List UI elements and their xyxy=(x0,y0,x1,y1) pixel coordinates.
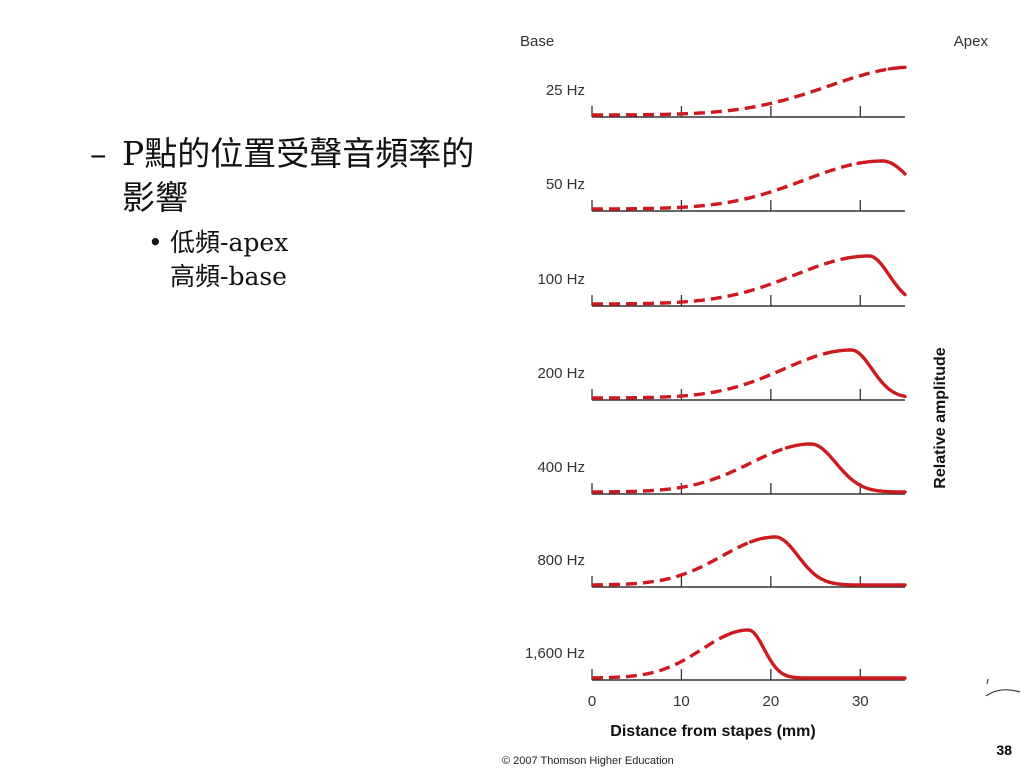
curve-solid-200-hz xyxy=(825,348,907,399)
heading-text: P點的位置受聲音頻率的影響 xyxy=(122,134,475,217)
curve-dashed-50-hz xyxy=(592,161,861,211)
panel-100-hz: 100 Hz xyxy=(537,254,907,307)
y-axis-label: Relative amplitude xyxy=(932,347,949,488)
x-tick-labels: 0 10 20 30 xyxy=(588,693,869,710)
freq-label-100-hz: 100 Hz xyxy=(537,271,585,288)
dash-marker: – xyxy=(90,134,107,173)
panel-25-hz: 25 Hz xyxy=(546,65,907,118)
curve-solid-1-600-hz xyxy=(722,628,907,680)
curve-dashed-800-hz xyxy=(592,539,754,587)
bullet-marker: • xyxy=(148,228,163,257)
x-tick-label-20: 20 xyxy=(763,693,780,710)
freq-label-1-600-hz: 1,600 Hz xyxy=(525,645,585,662)
x-axis-label: Distance from stapes (mm) xyxy=(610,723,815,740)
curve-dashed-100-hz xyxy=(591,256,848,306)
curve-dashed-200-hz xyxy=(592,350,830,400)
freq-label-800-hz: 800 Hz xyxy=(537,552,585,569)
heading-bullet: – P點的位置受聲音頻率的影響 xyxy=(90,132,490,220)
freq-label-50-hz: 50 Hz xyxy=(546,176,585,193)
curve-solid-800-hz xyxy=(749,535,907,587)
curve-solid-25-hz xyxy=(887,65,907,71)
curve-solid-50-hz xyxy=(856,159,907,176)
freq-label-25-hz: 25 Hz xyxy=(546,82,585,99)
base-label: Base xyxy=(520,33,554,50)
curve-dashed-1-600-hz xyxy=(591,633,727,680)
x-tick-label-10: 10 xyxy=(673,693,690,710)
slide-text: – P點的位置受聲音頻率的影響 • 低頻-apex 高頻-base xyxy=(90,132,490,294)
panel-50-hz: 50 Hz xyxy=(546,159,907,212)
corner-curve-mark xyxy=(985,678,1021,697)
sub-bullet-line-high: 高頻-base xyxy=(170,262,287,291)
freq-label-400-hz: 400 Hz xyxy=(537,459,585,476)
sub-bullet-line-low: 低頻-apex xyxy=(170,228,289,257)
traveling-wave-chart: Base Apex 25 Hz 50 Hz 100 Hz 200 Hz 400 Hz 80… xyxy=(502,33,989,767)
wave-panels: 25 Hz 50 Hz 100 Hz 200 Hz 400 Hz 800 Hz 1,600 … xyxy=(525,65,907,681)
panel-200-hz: 200 Hz xyxy=(537,348,907,401)
x-tick-label-0: 0 xyxy=(588,693,596,710)
panel-1-600-hz: 1,600 Hz xyxy=(525,628,907,681)
apex-label: Apex xyxy=(954,33,989,50)
freq-label-200-hz: 200 Hz xyxy=(537,365,585,382)
curve-dashed-25-hz xyxy=(592,66,892,117)
curve-solid-400-hz xyxy=(784,442,907,494)
panel-800-hz: 800 Hz xyxy=(537,535,907,588)
copyright-note: © 2007 Thomson Higher Education xyxy=(502,755,674,767)
panel-400-hz: 400 Hz xyxy=(537,442,907,495)
x-tick-label-30: 30 xyxy=(852,693,869,710)
curve-solid-100-hz xyxy=(842,254,907,297)
slide-number: 38 xyxy=(996,742,1012,758)
curve-dashed-400-hz xyxy=(592,445,790,494)
sub-bullet: • 低頻-apex 高頻-base xyxy=(148,226,490,294)
